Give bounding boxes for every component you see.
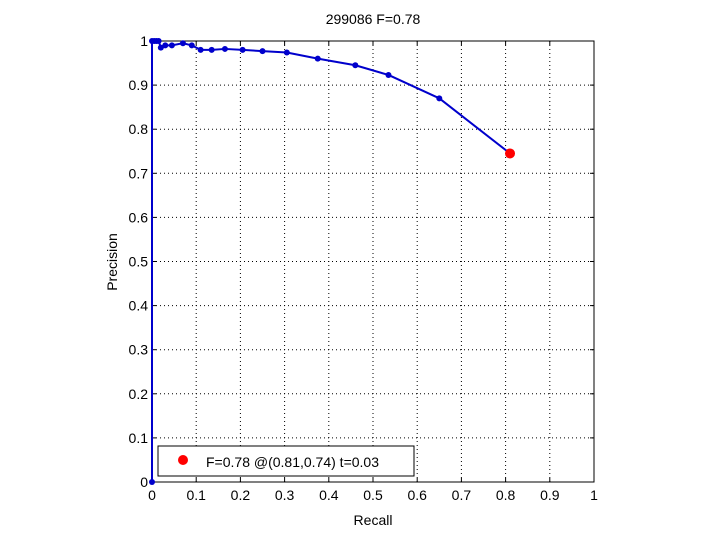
pr-point [221, 45, 228, 52]
pr-point [239, 46, 246, 53]
pr-point [283, 49, 290, 56]
x-tick-label: 0.7 [452, 487, 472, 503]
grid [152, 41, 594, 482]
pr-point [157, 44, 164, 51]
y-tick-label: 0.4 [129, 298, 149, 314]
y-tick-label: 0.5 [129, 254, 149, 270]
y-axis-label: Precision [104, 233, 120, 291]
chart-title: 299086 F=0.78 [326, 11, 421, 27]
x-tick-label: 0.5 [363, 487, 383, 503]
y-tick-label: 0.9 [129, 77, 149, 93]
y-tick-label: 0.1 [129, 430, 149, 446]
pr-point [162, 42, 169, 49]
legend-marker [178, 455, 188, 465]
x-tick-label: 0.9 [540, 487, 560, 503]
pr-point [188, 42, 195, 49]
pr-point [259, 48, 266, 55]
pr-point [436, 95, 443, 102]
y-tick-label: 0.3 [129, 342, 149, 358]
y-tick-label: 0.2 [129, 386, 149, 402]
pr-point [179, 40, 186, 47]
x-tick-label: 0.2 [231, 487, 251, 503]
y-tick-label: 1 [140, 33, 148, 49]
pr-point [208, 46, 215, 53]
pr-point [385, 71, 392, 78]
x-tick-label: 0.1 [186, 487, 206, 503]
y-tick-labels: 0 0.1 0.2 0.3 0.4 0.5 0.6 0.7 0.8 0.9 1 [129, 33, 149, 490]
legend-box [157, 445, 415, 477]
pr-point [155, 38, 162, 44]
pr-point [168, 42, 175, 49]
y-tick-label: 0 [140, 474, 148, 490]
x-tick-label: 0.3 [275, 487, 295, 503]
y-tick-label: 0.6 [129, 209, 149, 225]
pr-point [352, 62, 359, 69]
pr-point [314, 55, 321, 62]
x-tick-label: 0 [148, 487, 156, 503]
legend: F=0.78 @(0.81,0.74) t=0.03 [157, 445, 415, 477]
x-tick-label: 0.6 [407, 487, 427, 503]
x-tick-label: 0.8 [496, 487, 516, 503]
y-tick-label: 0.8 [129, 121, 149, 137]
legend-label: F=0.78 @(0.81,0.74) t=0.03 [206, 454, 379, 470]
max-f-point [505, 148, 516, 159]
series [149, 38, 516, 485]
x-axis-label: Recall [354, 512, 393, 528]
pr-point [197, 46, 204, 53]
pr-point [149, 479, 155, 485]
x-tick-label: 1 [590, 487, 598, 503]
y-tick-label: 0.7 [129, 165, 149, 181]
x-tick-labels: 0 0.1 0.2 0.3 0.4 0.5 0.6 0.7 0.8 0.9 1 [148, 487, 598, 503]
x-tick-label: 0.4 [319, 487, 339, 503]
